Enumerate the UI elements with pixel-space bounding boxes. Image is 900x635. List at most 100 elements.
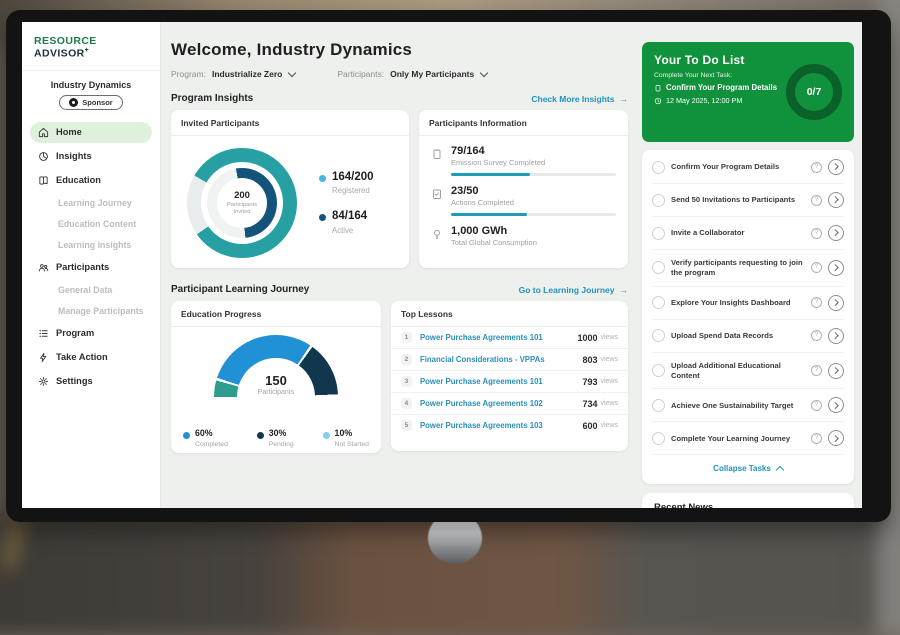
sidebar-item-insights[interactable]: Insights	[30, 146, 152, 167]
task-checkbox[interactable]	[652, 160, 665, 174]
task-open-button[interactable]	[828, 362, 844, 379]
lesson-row: 1 Power Purchase Agreements 101 1000 vie…	[390, 327, 628, 349]
check-more-insights-link[interactable]: Check More Insights →	[531, 94, 628, 104]
legend-label: Pending	[268, 440, 294, 448]
collapse-tasks-link[interactable]: Collapse Tasks	[652, 455, 844, 480]
task-open-button[interactable]	[828, 294, 844, 311]
task-checkbox[interactable]	[652, 261, 665, 275]
todo-next-task-label: Confirm Your Program Details	[666, 83, 778, 92]
gauge-hole	[236, 358, 315, 436]
help-icon[interactable]	[811, 432, 822, 444]
sidebar-item-participants[interactable]: Participants	[30, 257, 152, 278]
gauge-center-label: Participants	[257, 389, 295, 396]
sponsor-badge[interactable]: Sponsor	[59, 94, 123, 110]
task-open-button[interactable]	[828, 327, 844, 344]
help-icon[interactable]	[811, 330, 822, 342]
task-open-button[interactable]	[828, 159, 844, 175]
help-icon[interactable]	[811, 194, 822, 206]
help-icon[interactable]	[811, 161, 822, 173]
legend-item-pending: 30% Pending	[256, 428, 294, 448]
task-open-button[interactable]	[828, 259, 844, 276]
task-row: Verify participants requesting to join t…	[652, 250, 844, 287]
task-label: Invite a Collaborator	[671, 228, 745, 238]
task-label: Explore Your Insights Dashboard	[671, 297, 791, 307]
sidebar-item-settings[interactable]: Settings	[30, 371, 152, 392]
task-open-button[interactable]	[828, 397, 844, 414]
lesson-link[interactable]: Power Purchase Agreements 101	[419, 333, 543, 342]
todo-title: Your To Do List	[654, 53, 745, 67]
legend-item-registered: 164/200 Registered	[319, 171, 374, 195]
help-icon[interactable]	[811, 297, 822, 309]
lesson-link[interactable]: Power Purchase Agreements 103	[419, 421, 543, 430]
card-title: Education Progress	[171, 301, 381, 327]
sidebar-item-learning-journey[interactable]: Learning Journey	[58, 197, 132, 208]
task-label: Verify participants requesting to join t…	[671, 258, 803, 277]
learning-journey-header: Participant Learning Journey Go to Learn…	[171, 284, 628, 295]
help-icon[interactable]	[811, 365, 822, 377]
task-checkbox[interactable]	[652, 329, 665, 343]
task-checkbox[interactable]	[652, 431, 665, 445]
task-row: Explore Your Insights Dashboard	[652, 287, 844, 320]
task-label: Complete Your Learning Journey	[671, 433, 791, 443]
views-suffix: views	[600, 356, 618, 363]
lesson-link[interactable]: Financial Considerations - VPPAs	[419, 355, 545, 364]
section-title: Participant Learning Journey	[171, 284, 310, 295]
donut-center: 200 Participants Invited	[217, 178, 267, 228]
todo-progress-ring: 0/7	[786, 64, 842, 120]
stat-label: Total Global Consumption	[451, 238, 537, 248]
legend-dot	[319, 214, 326, 221]
sidebar-item-manage-participants[interactable]: Manage Participants	[58, 305, 144, 316]
go-to-learning-journey-link[interactable]: Go to Learning Journey →	[519, 285, 628, 295]
arrow-right-icon: →	[619, 284, 629, 295]
task-label: Send 50 Invitations to Participants	[671, 195, 796, 205]
help-icon[interactable]	[811, 399, 822, 411]
top-lessons-card: Top Lessons 1 Power Purchase Agreements …	[390, 301, 628, 451]
task-checkbox[interactable]	[652, 364, 665, 378]
sidebar-item-home[interactable]: Home	[30, 121, 152, 143]
insights-icon	[39, 151, 48, 161]
sidebar-item-general-data[interactable]: General Data	[58, 284, 113, 295]
task-checkbox[interactable]	[652, 193, 665, 207]
todo-progress-value: 0/7	[806, 86, 822, 98]
task-open-button[interactable]	[828, 225, 844, 241]
lesson-link[interactable]: Power Purchase Agreements 101	[419, 377, 543, 386]
stat-value: 1,000 GWh	[451, 225, 508, 238]
org-name: Industry Dynamics	[50, 79, 132, 90]
lesson-row: 3 Power Purchase Agreements 101 793 view…	[390, 371, 628, 393]
card-title: Invited Participants	[171, 110, 410, 136]
task-checkbox[interactable]	[652, 398, 665, 412]
app-logo: RESOURCE ADVISOR+	[22, 22, 160, 71]
section-title: Program Insights	[171, 93, 254, 104]
sidebar-item-education[interactable]: Education	[30, 170, 152, 191]
sidebar-item-label: Insights	[56, 151, 92, 161]
insights-cards-row: Invited Participants 200 Participants In…	[171, 110, 628, 268]
task-open-button[interactable]	[828, 430, 844, 447]
logo-plus: +	[84, 47, 90, 54]
sidebar-item-program[interactable]: Program	[30, 323, 152, 344]
chevron-down-icon[interactable]	[288, 68, 297, 78]
program-filter-label: Program:	[171, 69, 206, 79]
participants-filter-label: Participants:	[337, 69, 385, 79]
lesson-link[interactable]: Power Purchase Agreements 102	[419, 399, 543, 408]
views-suffix: views	[600, 378, 618, 385]
task-open-button[interactable]	[828, 192, 844, 208]
program-filter-value[interactable]: Industrialize Zero	[211, 69, 283, 79]
people-icon	[38, 263, 49, 271]
chevron-down-icon[interactable]	[479, 68, 489, 78]
legend-value: 60%	[195, 428, 213, 438]
filter-bar: Program: Industrialize Zero Participants…	[171, 68, 628, 79]
task-checkbox[interactable]	[652, 296, 665, 310]
help-icon[interactable]	[811, 262, 822, 274]
sidebar-item-take-action[interactable]: Take Action	[30, 347, 152, 368]
sidebar-item-learning-insights[interactable]: Learning Insights	[58, 239, 132, 250]
dashboard-screen: RESOURCE ADVISOR+ Industry Dynamics Spon…	[22, 22, 862, 508]
participants-filter-value[interactable]: Only My Participants	[390, 69, 475, 79]
task-row: Invite a Collaborator	[652, 217, 844, 250]
lesson-views: 734	[582, 398, 598, 409]
sidebar-item-education-content[interactable]: Education Content	[58, 218, 137, 229]
task-checkbox[interactable]	[652, 226, 665, 240]
legend-dot	[319, 174, 326, 182]
book-icon	[39, 175, 48, 185]
help-icon[interactable]	[811, 227, 822, 239]
gauge-center: 150 Participants	[214, 373, 338, 396]
